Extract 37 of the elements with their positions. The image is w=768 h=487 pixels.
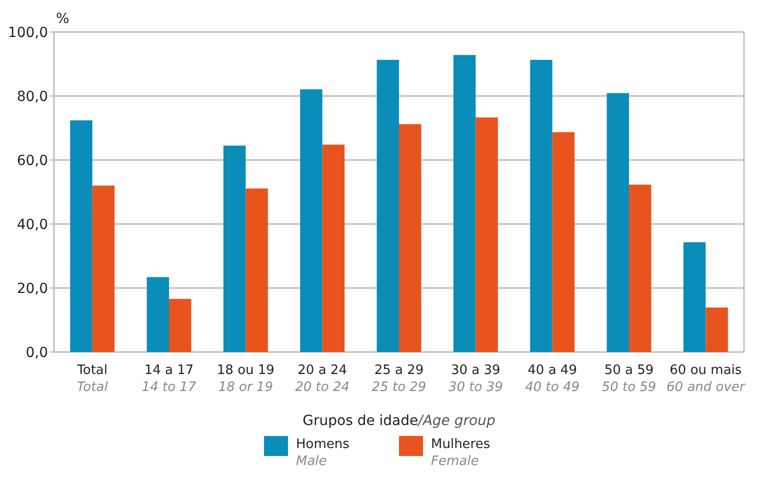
bar <box>453 55 476 352</box>
bar <box>552 132 575 352</box>
x-tick-label: 40 a 49 40 to 49 <box>525 363 580 395</box>
bar <box>146 277 169 352</box>
bar <box>629 184 652 352</box>
y-tick-label: 80,0 <box>16 88 48 105</box>
x-tick-label: 60 ou mais 60 and over <box>666 363 746 395</box>
y-tick-label: 0,0 <box>26 344 48 361</box>
x-tick-label: 25 a 29 25 to 29 <box>372 363 426 395</box>
bar <box>683 242 706 352</box>
y-tick-label: 100,0 <box>8 24 48 41</box>
bar <box>223 146 246 352</box>
x-tick-label: Total Total <box>76 363 108 395</box>
bar <box>706 308 728 352</box>
x-tick-label: 30 a 39 30 to 39 <box>448 363 503 395</box>
y-tick-label: 20,0 <box>16 280 48 297</box>
bar <box>300 89 322 352</box>
x-tick-label: 14 a 17 14 to 17 <box>142 363 197 395</box>
x-tick-label: 50 a 59 50 to 59 <box>602 363 656 395</box>
bar <box>606 93 629 352</box>
legend-label: Homens Male <box>296 437 350 469</box>
bar <box>70 120 92 352</box>
bar <box>476 117 498 352</box>
bar <box>92 186 115 352</box>
x-axis-title: Grupos de idade/Age group <box>302 413 496 429</box>
bar <box>169 298 192 352</box>
y-axis-title: % <box>56 11 70 27</box>
bar <box>322 144 345 352</box>
bar <box>399 124 422 352</box>
y-tick-label: 40,0 <box>16 216 48 233</box>
bar <box>376 60 399 352</box>
legend-label: Mulheres Female <box>431 437 490 469</box>
x-tick-label: 18 ou 19 18 or 19 <box>216 363 274 395</box>
bar <box>530 60 552 352</box>
x-tick-label: 20 a 24 20 to 24 <box>295 363 350 395</box>
y-tick-label: 60,0 <box>16 152 48 169</box>
bar <box>246 188 268 352</box>
